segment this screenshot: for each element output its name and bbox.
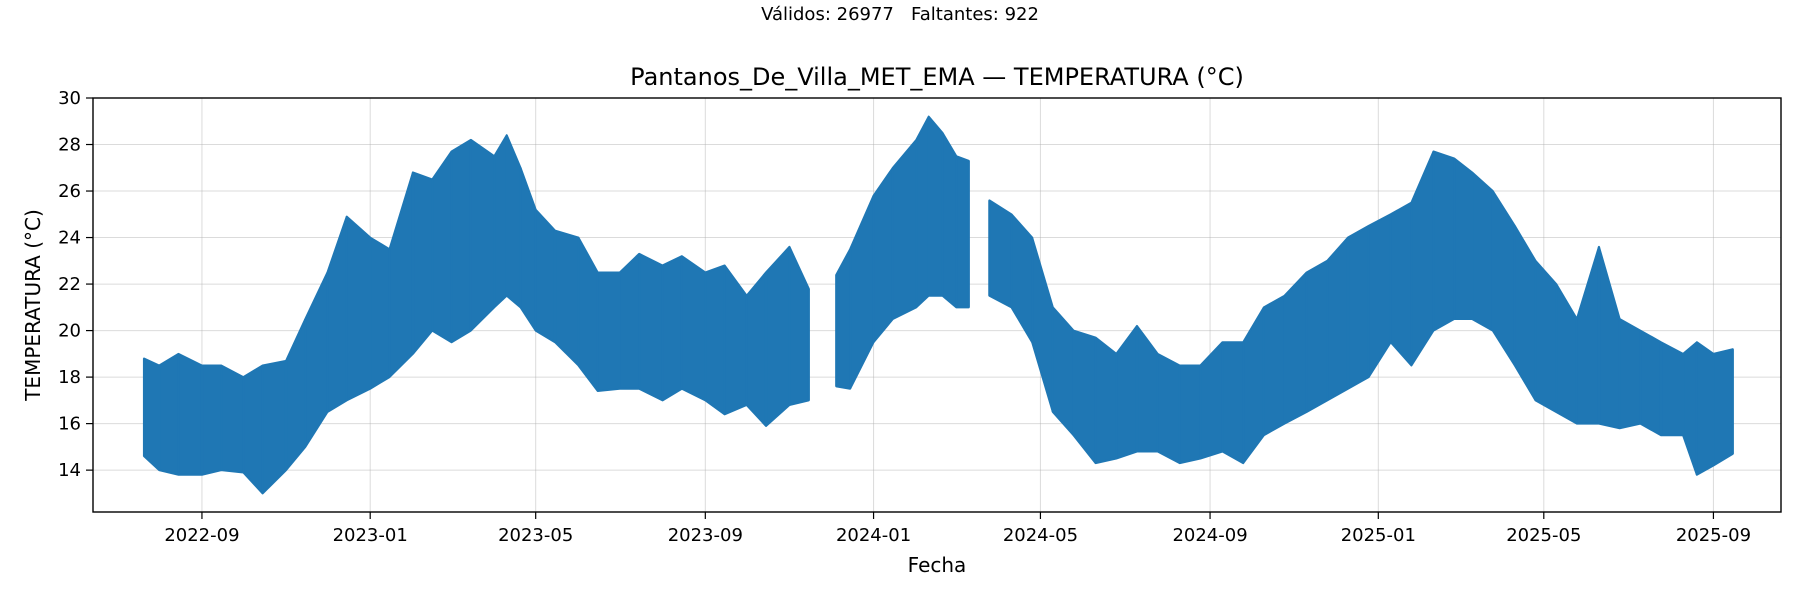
x-tick-label: 2025-01 — [1341, 525, 1416, 546]
y-tick-label: 20 — [58, 321, 81, 342]
x-tick-label: 2024-09 — [1172, 525, 1247, 546]
y-axis-label: TEMPERATURA (°C) — [21, 209, 45, 402]
y-tick-label: 30 — [58, 88, 81, 109]
y-tick-label: 24 — [58, 228, 81, 249]
chart-title: Pantanos_De_Villa_MET_EMA — TEMPERATURA … — [630, 63, 1244, 91]
x-tick-label: 2023-05 — [498, 525, 573, 546]
x-tick-label: 2022-09 — [164, 525, 239, 546]
x-tick-label: 2024-01 — [836, 525, 911, 546]
series-segment — [835, 115, 970, 390]
y-tick-label: 14 — [58, 460, 81, 481]
plot-frame — [92, 97, 1782, 513]
x-tick-label: 2024-05 — [1003, 525, 1078, 546]
x-tick-label: 2023-09 — [668, 525, 743, 546]
y-axis: 14 16 18 20 22 24 26 28 30 — [58, 88, 93, 481]
y-tick-label: 16 — [58, 414, 81, 435]
x-tick-label: 2025-09 — [1676, 525, 1751, 546]
x-tick-label: 2023-01 — [333, 525, 408, 546]
series-temperatura — [142, 115, 1734, 495]
x-tick-label: 2025-05 — [1506, 525, 1581, 546]
x-axis-label: Fecha — [908, 553, 967, 577]
y-tick-label: 18 — [58, 367, 81, 388]
y-tick-label: 28 — [58, 135, 81, 156]
y-tick-label: 22 — [58, 274, 81, 295]
counts-text: Válidos: 26977 Faltantes: 922 — [761, 4, 1039, 25]
y-tick-label: 26 — [58, 181, 81, 202]
x-axis: 2022-09 2023-01 2023-05 2023-09 2024-01 2024-… — [164, 512, 1751, 546]
series-segment — [988, 150, 1734, 476]
